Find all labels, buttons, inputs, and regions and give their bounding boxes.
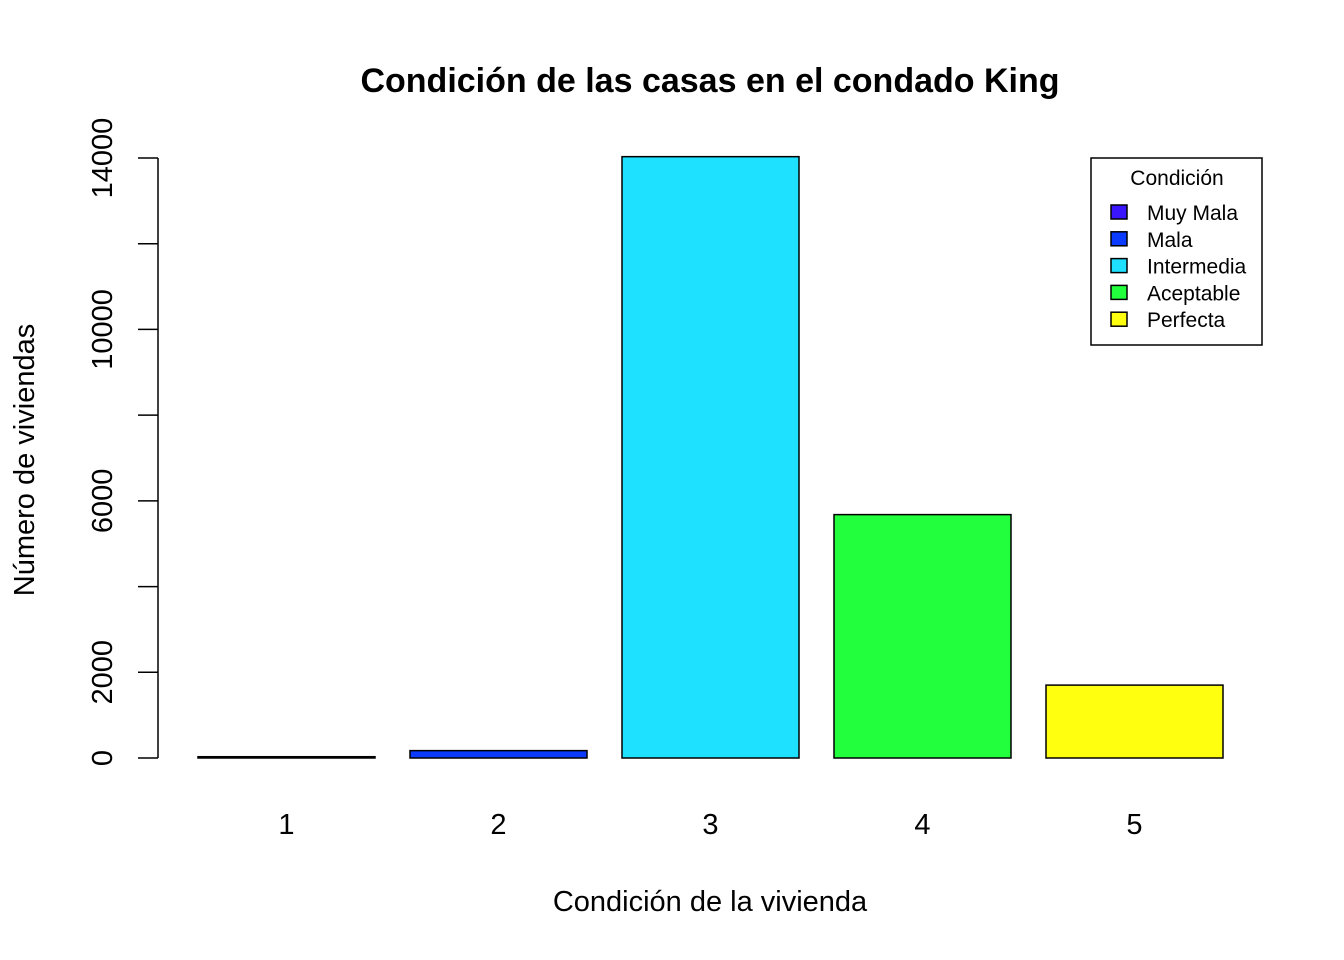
legend-swatch — [1110, 311, 1128, 327]
legend-title: Condición — [1130, 167, 1223, 190]
y-tick-label: 6000 — [87, 469, 119, 534]
x-tick-label: 5 — [1126, 809, 1142, 841]
bar-1 — [197, 755, 376, 759]
legend-swatch — [1110, 231, 1128, 247]
legend-swatch — [1110, 257, 1128, 274]
x-tick-label: 2 — [490, 809, 506, 841]
legend-entry: Intermedia — [1147, 256, 1247, 279]
legend: Condición Muy Mala Mala Intermedia Aceptabl… — [1090, 157, 1263, 346]
legend-swatch — [1110, 204, 1128, 220]
x-axis-label: Condición de la vivienda — [553, 886, 868, 918]
chart-title: Condición de las casas en el condado Kin… — [360, 62, 1059, 100]
bar-3 — [621, 155, 800, 759]
legend-swatch — [1110, 284, 1128, 301]
legend-entry: Muy Mala — [1147, 202, 1238, 225]
y-tick-label: 2000 — [87, 640, 119, 705]
bar-2 — [409, 749, 588, 759]
y-tick-label: 0 — [87, 750, 119, 766]
bars — [197, 155, 1224, 759]
legend-entry: Perfecta — [1147, 309, 1226, 332]
bar-4 — [833, 513, 1012, 759]
bar-5 — [1045, 684, 1224, 759]
y-tick-label: 10000 — [87, 289, 119, 370]
y-tick-label: 14000 — [87, 118, 119, 199]
y-axis: 0 2000 6000 10000 14000 — [87, 118, 159, 766]
x-tick-label: 3 — [702, 809, 718, 841]
legend-entry: Mala — [1147, 229, 1193, 252]
y-axis-label: Número de viviendas — [9, 324, 41, 596]
legend-entry: Aceptable — [1147, 282, 1240, 305]
x-tick-label: 4 — [914, 809, 930, 841]
x-tick-labels: 1 2 3 4 5 — [278, 809, 1142, 841]
x-tick-label: 1 — [278, 809, 294, 841]
